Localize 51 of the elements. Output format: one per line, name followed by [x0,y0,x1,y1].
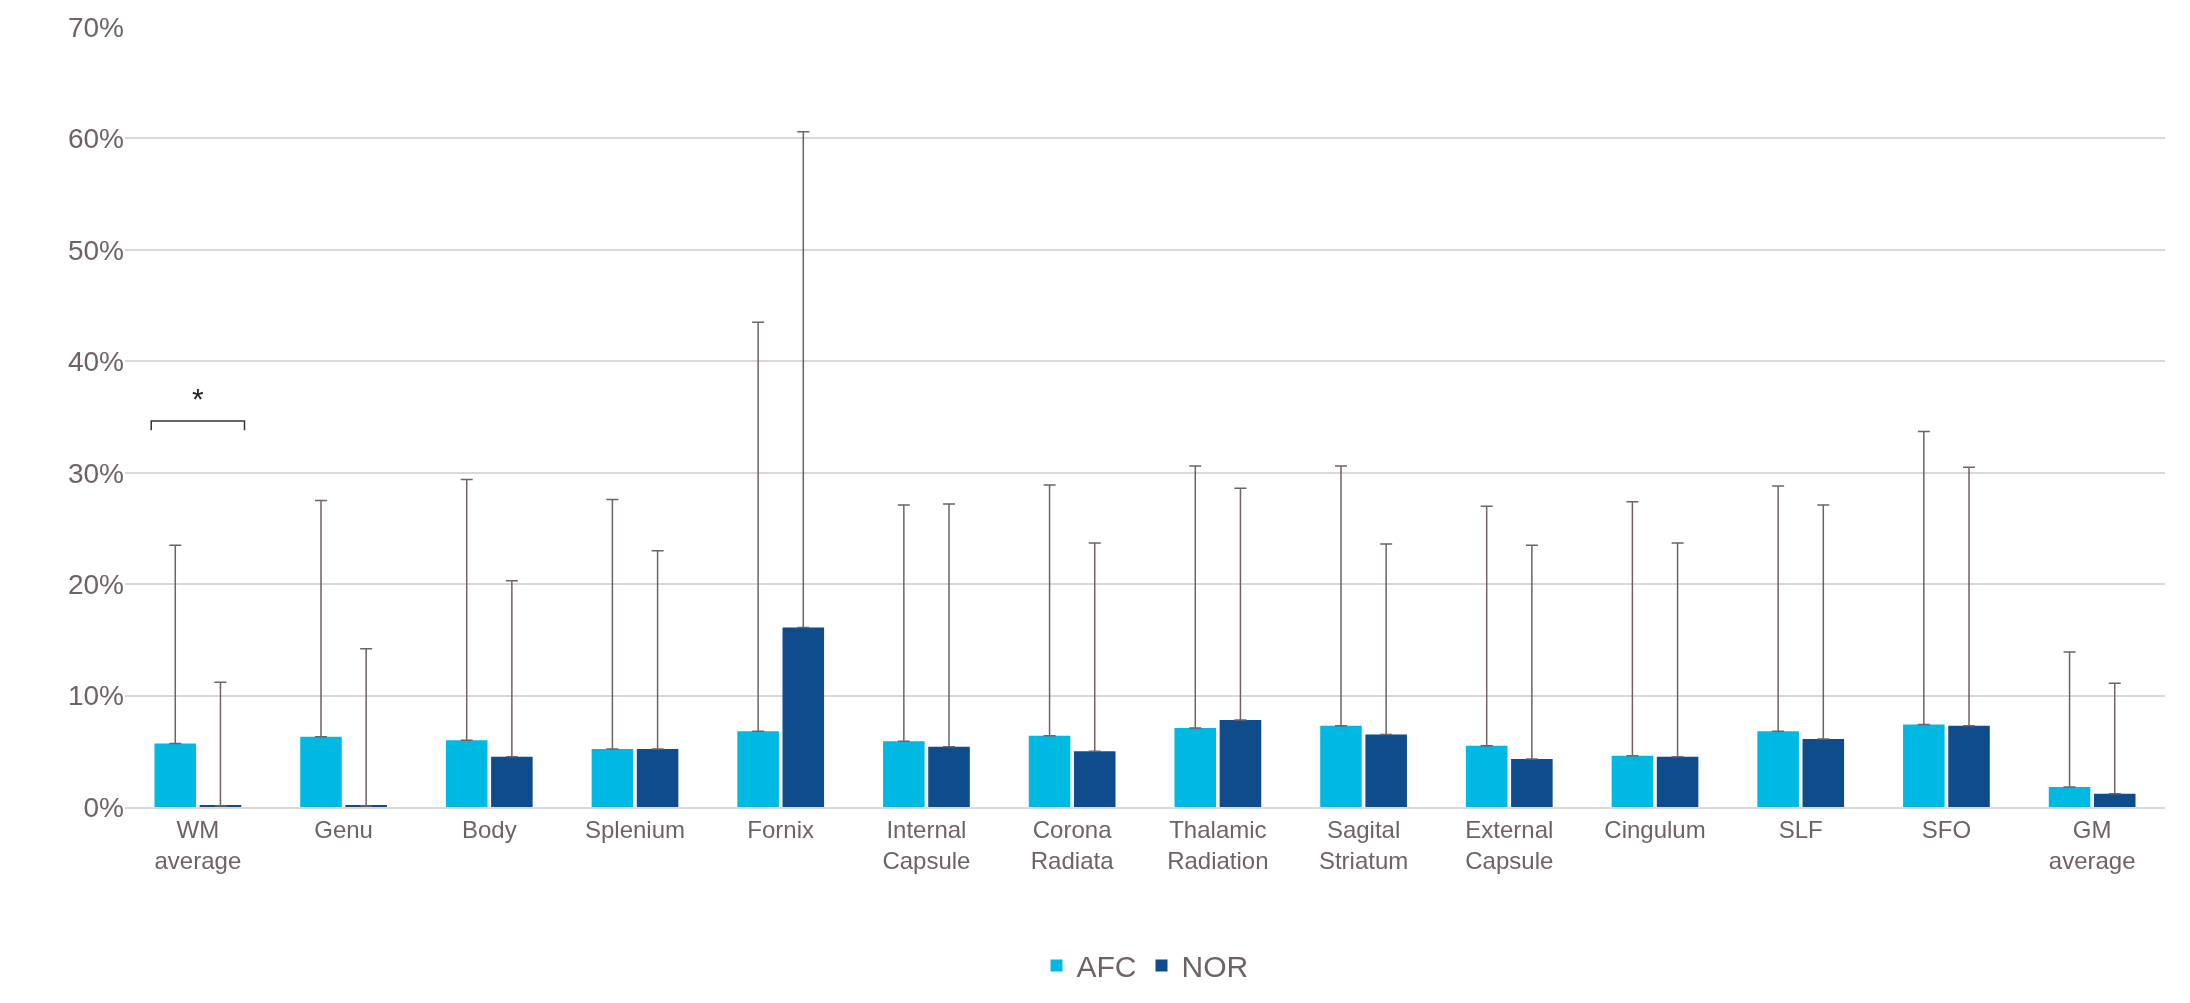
x-tick-label: Cingulum [1604,815,1706,843]
y-tick-label: 20% [67,568,124,600]
bar [1219,720,1262,807]
bar [2093,793,2136,807]
y-tick-label: 40% [67,346,124,378]
x-tick-label: WM average [154,815,242,874]
bar [782,627,825,807]
bar [1511,759,1553,807]
bar [1320,725,1362,807]
x-tick-label: Genu [314,815,373,843]
bar [300,736,342,807]
bar [1028,735,1071,807]
x-tick-label: GM average [2048,815,2136,874]
y-tick-label: 50% [67,234,124,266]
x-tick-label: Fornix [747,815,815,843]
y-tick-label: 30% [67,457,124,489]
bar [1465,745,1508,807]
x-tick-label: External Capsule [1465,815,1554,874]
bar [1802,739,1845,807]
bar [491,756,533,807]
bar [2048,786,2091,807]
y-tick-label: 10% [67,680,124,712]
bar [1174,727,1217,807]
bar [1903,724,1945,807]
y-tick-label: 0% [83,791,124,823]
bar [1365,734,1407,807]
bar [445,740,488,807]
bar [1073,751,1116,807]
bar [636,749,679,807]
bar [1611,755,1654,807]
bar [883,741,925,807]
legend-label: NOR [1181,950,1249,984]
bar [154,743,197,807]
legend-label: AFC [1076,950,1137,984]
bar [1656,756,1699,807]
annotation: * [192,382,204,415]
x-tick-label: Splenium [584,815,686,843]
x-tick-label: Internal Capsule [882,815,971,874]
x-tick-label: Corona Radiata [1030,815,1115,874]
bar [737,731,779,807]
bar [928,746,970,807]
bar [591,749,634,807]
x-tick-label: Thalamic Radiation [1167,815,1269,874]
x-tick-label: SLF [1778,815,1823,843]
x-tick-label: Sagital Striatum [1318,815,1409,874]
bar [1948,725,1990,807]
x-tick-label: Body [461,815,517,843]
bar [1757,731,1799,807]
y-tick-label: 60% [67,123,124,155]
y-tick-label: 70% [67,11,124,43]
x-tick-label: SFO [1921,815,1972,843]
